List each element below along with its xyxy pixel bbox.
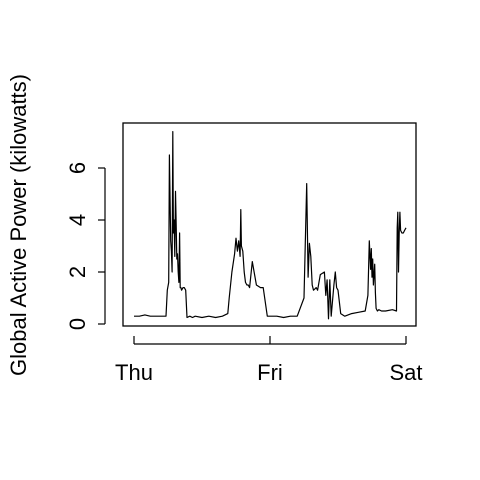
x-tick-label: Fri <box>257 360 283 385</box>
x-tick-label: Thu <box>115 360 153 385</box>
x-tick-label: Sat <box>389 360 422 385</box>
y-axis-title-group: Global Active Power (kilowatts) <box>6 74 31 376</box>
power-series-line <box>134 131 407 320</box>
y-tick-label: 4 <box>65 214 90 226</box>
plot-frame <box>122 122 417 327</box>
x-axis: Thu Fri Sat <box>115 336 423 385</box>
y-tick-label: 0 <box>65 318 90 330</box>
y-tick-label: 2 <box>65 266 90 278</box>
y-axis-title: Global Active Power (kilowatts) <box>6 74 31 376</box>
y-tick-label: 6 <box>65 162 90 174</box>
y-axis: 0 2 4 6 <box>65 162 106 330</box>
